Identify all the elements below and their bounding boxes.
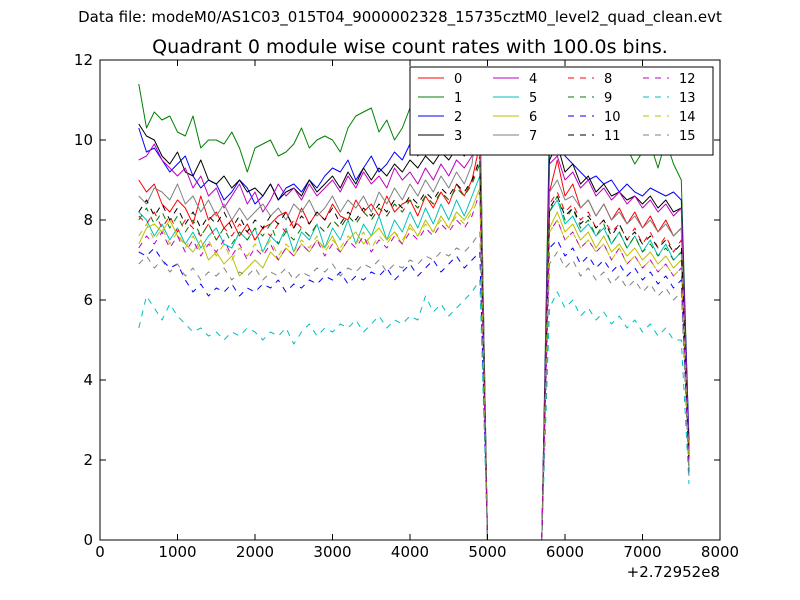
legend-label-4: 4 bbox=[529, 72, 537, 87]
legend-label-2: 2 bbox=[454, 110, 462, 125]
series-line-8 bbox=[138, 155, 690, 541]
y-tick-label: 6 bbox=[83, 291, 93, 309]
chart-title: Quadrant 0 module wise count rates with … bbox=[152, 36, 668, 58]
x-tick-label: 4000 bbox=[391, 543, 429, 561]
legend-label-12: 12 bbox=[679, 72, 696, 87]
legend-label-15: 15 bbox=[679, 129, 696, 144]
legend-label-6: 6 bbox=[529, 110, 537, 125]
y-tick-label: 12 bbox=[74, 51, 93, 69]
legend-label-9: 9 bbox=[604, 91, 612, 106]
x-tick-label: 6000 bbox=[546, 543, 584, 561]
y-tick-label: 4 bbox=[83, 371, 93, 389]
x-tick-label: 0 bbox=[95, 543, 105, 561]
x-tick-label: 7000 bbox=[623, 543, 661, 561]
series-line-15 bbox=[138, 231, 690, 541]
legend-label-11: 11 bbox=[604, 129, 621, 144]
series-line-13 bbox=[138, 279, 690, 541]
series-line-10 bbox=[138, 239, 690, 541]
series-line-0 bbox=[138, 143, 690, 541]
legend-label-13: 13 bbox=[679, 91, 696, 106]
legend-label-0: 0 bbox=[454, 72, 462, 87]
series-line-9 bbox=[138, 163, 690, 541]
series-line-11 bbox=[138, 159, 690, 541]
x-tick-label: 2000 bbox=[236, 543, 274, 561]
series-line-14 bbox=[138, 195, 690, 541]
series-line-7 bbox=[138, 99, 690, 541]
y-tick-label: 8 bbox=[83, 211, 93, 229]
series-line-2 bbox=[138, 115, 690, 541]
series-line-3 bbox=[138, 123, 690, 541]
ticks-layer: 0 1000 2000 3000 4000 5000 6000 7000 80000246810… bbox=[74, 51, 739, 561]
x-offset-label: +2.72952e8 bbox=[627, 563, 720, 581]
x-tick-label: 3000 bbox=[313, 543, 351, 561]
y-tick-label: 2 bbox=[83, 451, 93, 469]
figure-suptitle: Data file: modeM0/AS1C03_015T04_90000023… bbox=[78, 8, 722, 26]
series-line-6 bbox=[138, 187, 690, 541]
legend-label-10: 10 bbox=[604, 110, 621, 125]
y-tick-label: 0 bbox=[83, 531, 93, 549]
series-line-4 bbox=[138, 139, 690, 541]
y-tick-label: 10 bbox=[74, 131, 93, 149]
x-tick-label: 5000 bbox=[468, 543, 506, 561]
legend-box bbox=[409, 66, 714, 156]
legend-label-7: 7 bbox=[529, 129, 537, 144]
legend-label-3: 3 bbox=[454, 129, 462, 144]
legend-label-14: 14 bbox=[679, 110, 696, 125]
series-line-12 bbox=[138, 191, 690, 541]
legend-label-5: 5 bbox=[529, 91, 537, 106]
legend-label-1: 1 bbox=[454, 91, 462, 106]
x-tick-label: 1000 bbox=[158, 543, 196, 561]
x-tick-label: 8000 bbox=[701, 543, 739, 561]
legend-label-8: 8 bbox=[604, 72, 612, 87]
series-line-5 bbox=[138, 175, 690, 541]
